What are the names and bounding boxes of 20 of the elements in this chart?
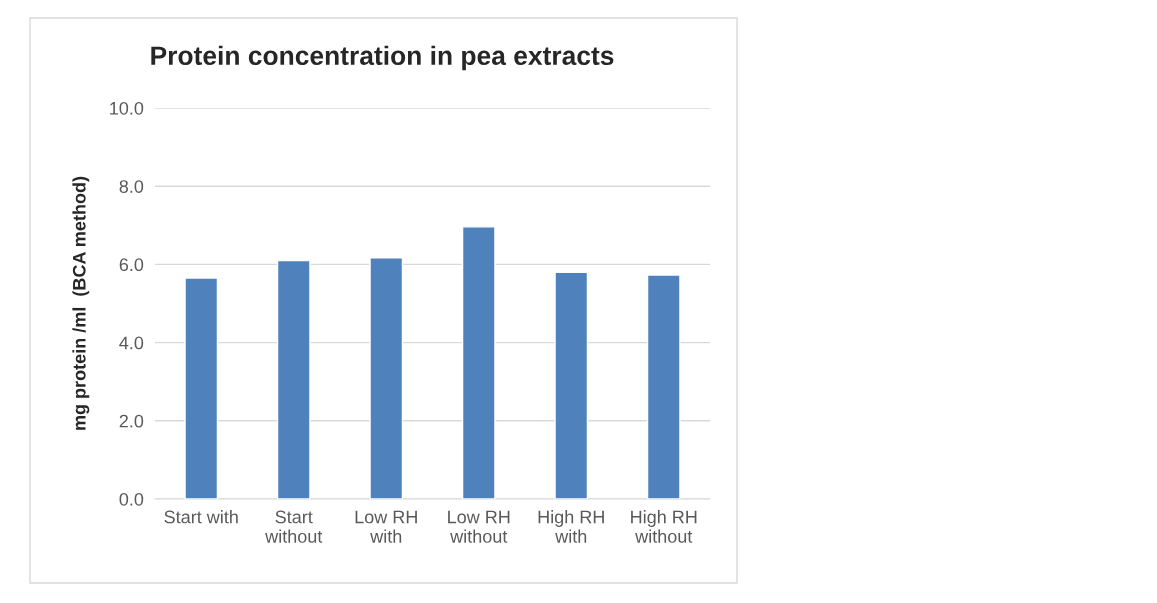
x-tick-label: Start without [265,510,323,543]
bar [461,226,496,499]
bar [184,277,219,499]
x-tick-label: Low RH without [448,510,510,543]
y-tick-label: 4.0 [119,336,144,350]
bar [369,257,404,499]
bar [646,274,681,499]
y-axis-title: mg protein /ml (BCA method) [72,176,90,430]
y-tick-label: 0.0 [119,492,144,506]
y-tick-label: 6.0 [119,258,144,272]
y-tick-label: 8.0 [119,180,144,193]
x-tick-label: High RH with [538,510,604,543]
x-tick-label: High RH without [631,510,697,543]
x-tick-label: Low RH with [355,510,417,543]
y-tick-label: 10.0 [110,101,144,115]
chart-title: Protein concentration in pea extracts [151,45,614,71]
y-tick-label: 2.0 [119,414,144,428]
bar [276,259,311,499]
x-tick-label: Start with [164,510,238,524]
bar [554,271,589,499]
